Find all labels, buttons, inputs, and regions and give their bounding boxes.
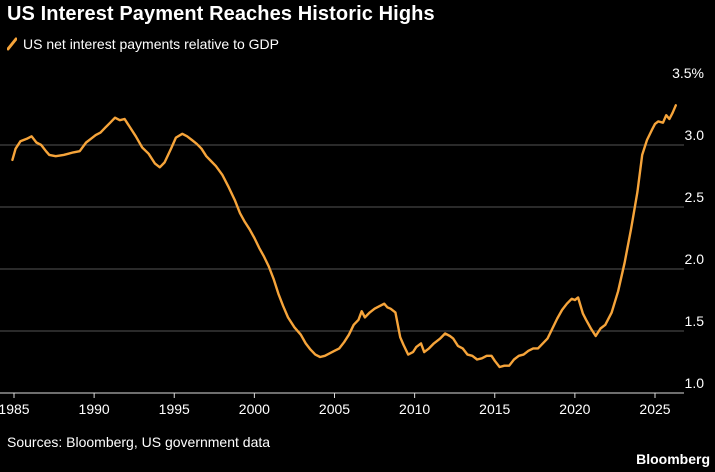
chart-title: US Interest Payment Reaches Historic Hig… (7, 3, 435, 25)
grid-layer (0, 144, 684, 332)
x-tick-label: 2000 (239, 401, 270, 417)
legend-label: US net interest payments relative to GDP (23, 36, 279, 52)
y-tick-label: 1.5 (685, 313, 705, 329)
brand-logo-text: Bloomberg (636, 451, 710, 467)
y-tick-label: 2.5 (685, 189, 705, 205)
series-layer (11, 104, 677, 369)
x-tick-label: 2025 (639, 401, 670, 417)
y-tick-label: 1.0 (685, 375, 705, 391)
y-tick-label: 2.0 (685, 251, 705, 267)
x-axis: 1985 1990 1995 2000 2005 2010 2015 2020 2025 (0, 392, 684, 417)
x-tick-label: 2015 (479, 401, 510, 417)
series-line-net-interest (11, 104, 677, 369)
y-axis: 1.0 1.5 2.0 2.5 3.0 3.5% (672, 65, 704, 391)
x-tick-label: 2020 (559, 401, 590, 417)
legend-line-icon (7, 37, 17, 51)
x-tick-label: 1985 (0, 401, 30, 417)
legend: US net interest payments relative to GDP (7, 36, 279, 52)
x-tick-label: 2005 (319, 401, 350, 417)
x-tick-label: 1990 (79, 401, 110, 417)
source-note: Sources: Bloomberg, US government data (7, 434, 271, 450)
y-tick-label: 3.5% (672, 65, 704, 81)
x-tick-label: 1995 (159, 401, 190, 417)
y-tick-label: 3.0 (685, 127, 705, 143)
x-tick-label: 2010 (399, 401, 430, 417)
